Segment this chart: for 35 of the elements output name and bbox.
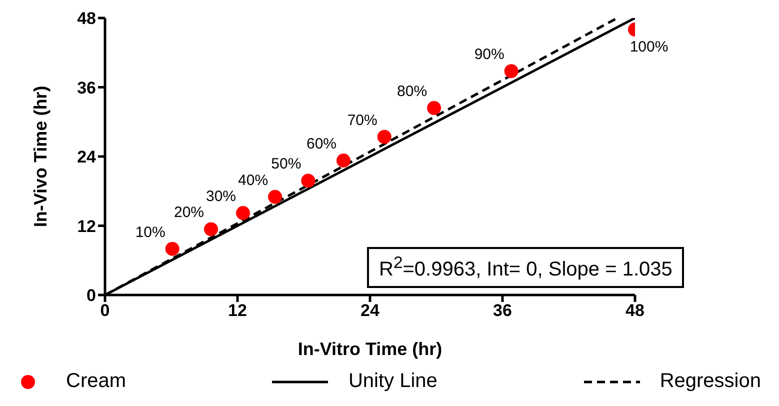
x-tick-label: 36 [493,301,512,320]
point [204,222,218,236]
y-tick-label: 0 [86,286,96,306]
x-axis-title: In-Vitro Time (hr) [298,339,442,359]
point [236,206,250,220]
x-tick-label: 48 [626,301,644,320]
annotation: 80% [397,83,428,100]
x-tick-label: 0 [100,301,110,320]
x-tick-label: 24 [360,301,380,320]
annotation: 50% [271,156,302,173]
legend-label: Unity Line [348,370,438,393]
annotation: 30% [206,188,236,206]
y-axis-title: In-Vivo Time (hr) [30,86,50,228]
y-tick-label: 24 [77,148,97,167]
annotation: 100% [630,38,668,56]
annotation: 10% [135,224,166,241]
point [301,174,316,188]
point [427,101,442,116]
annotation: 60% [306,136,337,153]
point [268,190,282,204]
annotation: 90% [474,46,504,64]
y-tick-label: 12 [77,216,96,236]
annotation: R$^{2}$=0.9963, Int= 0, Slope = 1.035 [367,247,684,288]
point [336,154,350,168]
point [377,130,392,144]
y-tick-label: 36 [77,78,96,98]
annotation: 20% [174,204,204,222]
annotation: 40% [238,172,268,189]
legend-label: Regression [660,370,761,393]
x-tick-label: 12 [228,301,247,320]
y-tick-label: 48 [77,9,96,28]
point [504,64,518,78]
point [165,242,180,256]
legend-label: Cream [66,370,126,393]
annotation: 70% [347,112,378,129]
